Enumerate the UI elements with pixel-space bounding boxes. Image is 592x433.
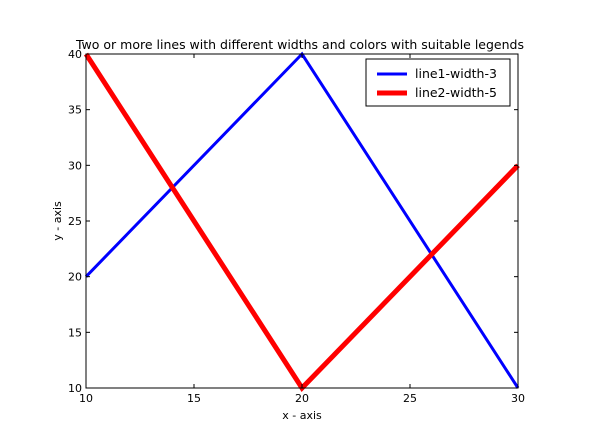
legend-box [365,58,511,107]
y-tick-label: 40 [68,48,82,61]
x-tick-label: 15 [187,392,201,405]
y-tick-label: 15 [68,326,82,339]
chart-title: Two or more lines with different widths … [75,37,524,52]
x-tick-label: 10 [79,392,93,405]
y-axis-label: y - axis [51,201,64,241]
y-tick-label: 30 [68,159,82,172]
legend-items: line1-width-3 line2-width-5 [377,66,497,100]
plot-area [86,54,518,388]
x-axis-label: x - axis [282,409,322,422]
legend-label-2: line2-width-5 [415,85,497,100]
y-axis-ticks: 10 15 20 25 30 35 40 [68,48,518,395]
x-tick-label: 30 [511,392,525,405]
y-tick-label: 10 [68,382,82,395]
legend: line1-width-3 line2-width-5 [365,58,511,107]
y-tick-label: 25 [68,215,82,228]
y-tick-label: 20 [68,271,82,284]
x-axis-ticks: 10 15 20 25 30 [79,54,525,405]
x-tick-label: 25 [403,392,417,405]
x-tick-label: 20 [295,392,309,405]
y-tick-label: 35 [68,104,82,117]
legend-label-1: line1-width-3 [415,66,497,81]
